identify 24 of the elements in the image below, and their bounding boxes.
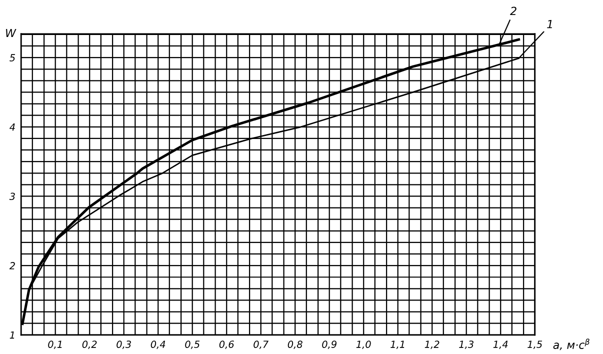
x-tick-label: 0,8: [288, 340, 302, 349]
y-tick-label: 4: [10, 123, 15, 131]
x-axis-title: a, м·с$^{β}$: [553, 338, 590, 350]
annotation: 1: [547, 20, 552, 28]
x-tick-label: 1,3: [459, 340, 474, 349]
x-tick-label: 1,5: [528, 340, 542, 349]
x-tick-label: 1,0: [356, 340, 371, 349]
x-tick-label: 0,5: [185, 340, 200, 349]
x-tick-label: 0,7: [254, 340, 268, 349]
x-tick-label: 0,9: [322, 340, 336, 349]
y-tick-label: 2: [9, 262, 15, 270]
x-tick-label: 0,6: [219, 340, 234, 349]
x-tick-label: 1,1: [390, 340, 404, 349]
x-tick-label: 1,4: [493, 340, 508, 349]
x-tick-label: 0,4: [150, 340, 166, 349]
y-tick-label: 3: [9, 192, 15, 200]
x-tick-label: 1,2: [424, 340, 440, 349]
x-tick-label: 0,3: [116, 340, 131, 349]
x-tick-label: 0,2: [82, 340, 97, 349]
y-tick-label: 1: [10, 331, 14, 339]
annotation: 2: [510, 6, 516, 15]
x-tick-label: 0,1: [48, 340, 62, 349]
y-tick-label: 5: [10, 54, 16, 62]
y-axis-title: W: [6, 28, 16, 38]
